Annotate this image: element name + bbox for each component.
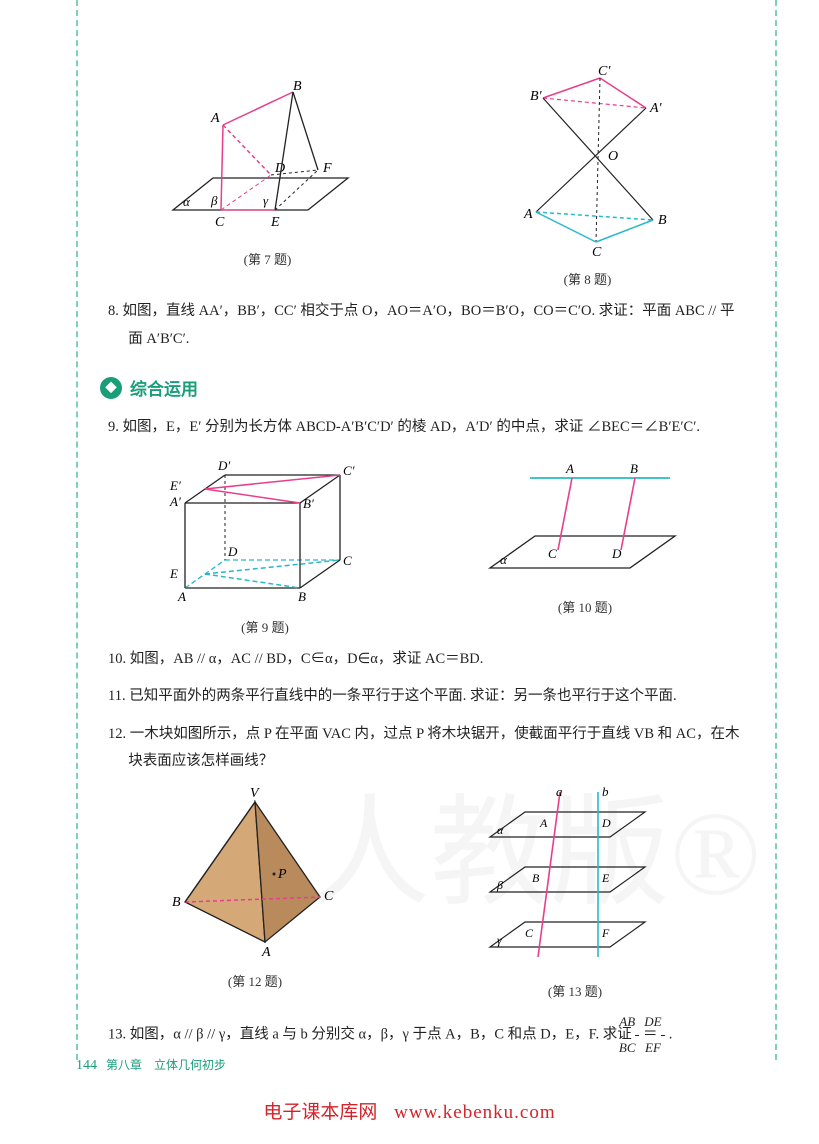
figure-9-svg: A B C D A′ B′ C′ D′ E E′ (140, 448, 390, 608)
page-border-left (76, 0, 78, 1060)
page-content: α C E D F β γ A B (100, 60, 740, 1066)
section-icon: ◆ (100, 377, 122, 399)
figure-8: C′ B′ A′ O A B C (第 8 题) (488, 60, 688, 288)
figure-7-svg: α C E D F β γ A B (153, 60, 383, 240)
svg-text:β: β (496, 878, 503, 892)
svg-text:α: α (500, 552, 508, 567)
chapter-title: 第八章 立体几何初步 (106, 1058, 226, 1072)
label-gamma: γ (263, 193, 269, 208)
svg-text:E′: E′ (169, 478, 181, 493)
section-header: ◆ 综合运用 (100, 375, 740, 400)
figure-12: V B C A P (第 12 题) (150, 782, 360, 1000)
svg-text:α: α (497, 823, 504, 837)
svg-text:C′: C′ (343, 463, 355, 478)
label-Cp: C′ (598, 64, 611, 79)
svg-text:E: E (601, 871, 610, 885)
label-E: E (270, 215, 280, 230)
svg-text:C: C (343, 553, 352, 568)
svg-text:F: F (601, 926, 610, 940)
problem-11: 11. 已知平面外的两条平行直线中的一条平行于这个平面. 求证：另一条也平行于这… (108, 683, 740, 711)
svg-text:D: D (611, 546, 622, 561)
svg-text:A: A (539, 816, 548, 830)
figure-7-caption: (第 7 题) (153, 249, 383, 268)
svg-text:A: A (261, 945, 271, 960)
svg-text:B′: B′ (303, 496, 314, 511)
problem-12: 12. 一木块如图所示，点 P 在平面 VAC 内，过点 P 将木块锯开，使截面… (108, 721, 740, 776)
figure-9: A B C D A′ B′ C′ D′ E E′ (第 9 题) (140, 448, 390, 636)
label-C: C (215, 215, 225, 230)
figure-row-top: α C E D F β γ A B (100, 60, 740, 288)
svg-text:A′: A′ (169, 494, 181, 509)
watermark-url: www.kebenku.com (394, 1102, 556, 1123)
figure-row-mid: A B C D A′ B′ C′ D′ E E′ (第 9 题) α C D (100, 448, 740, 636)
svg-text:C: C (548, 546, 557, 561)
svg-text:B: B (532, 871, 540, 885)
svg-text:B: B (630, 461, 638, 476)
svg-text:B: B (172, 895, 181, 910)
fraction-1: AB BC (635, 1010, 639, 1060)
label-F: F (322, 161, 332, 176)
svg-text:γ: γ (497, 933, 502, 947)
figure-7: α C E D F β γ A B (153, 60, 383, 288)
figure-13: α β γ a b A D B E C F (第 13 题) (460, 782, 690, 1000)
figure-13-svg: α β γ a b A D B E C F (460, 782, 690, 972)
figure-8-svg: C′ B′ A′ O A B C (488, 60, 688, 260)
problem-13-text: 13. 如图，α // β // γ，直线 a 与 b 分别交 α，β，γ 于点… (108, 1026, 632, 1042)
page-footer: 144 第八章 立体几何初步 (76, 1056, 226, 1074)
label-O: O (608, 149, 618, 164)
figure-10-svg: α C D A B (470, 448, 700, 588)
label-B: B (658, 213, 667, 228)
page-border-right (775, 0, 777, 1060)
label-beta: β (210, 193, 218, 208)
problem-13: 13. 如图，α // β // γ，直线 a 与 b 分别交 α，β，γ 于点… (108, 1010, 740, 1060)
svg-text:B: B (298, 589, 306, 604)
fraction-2: DE EF (661, 1010, 665, 1060)
page-number: 144 (76, 1058, 97, 1073)
svg-text:C: C (525, 926, 534, 940)
label-A: A (523, 207, 533, 222)
svg-text:V: V (250, 786, 260, 801)
figure-10: α C D A B (第 10 题) (470, 448, 700, 636)
label-C: C (592, 245, 602, 260)
watermark: 电子课本库网 www.kebenku.com (0, 1097, 819, 1124)
svg-text:D′: D′ (217, 458, 230, 473)
svg-text:C: C (324, 889, 334, 904)
section-title: 综合运用 (130, 375, 198, 400)
figure-9-caption: (第 9 题) (140, 617, 390, 636)
label-Bp: B′ (530, 89, 543, 104)
label-Ap: A′ (649, 101, 663, 116)
figure-8-caption: (第 8 题) (488, 269, 688, 288)
svg-text:b: b (602, 784, 609, 799)
watermark-site: 电子课本库网 (263, 1102, 377, 1123)
problem-9: 9. 如图，E，E′ 分别为长方体 ABCD-A′B′C′D′ 的棱 AD，A′… (108, 414, 740, 442)
figure-row-bottom: V B C A P (第 12 题) α β γ a (100, 782, 740, 1000)
svg-text:E: E (169, 566, 178, 581)
figure-12-caption: (第 12 题) (150, 971, 360, 990)
label-alpha: α (183, 194, 191, 209)
problem-10: 10. 如图，AB // α，AC // BD，C∈α，D∈α，求证 AC＝BD… (108, 646, 740, 674)
svg-text:A: A (565, 461, 574, 476)
figure-10-caption: (第 10 题) (470, 597, 700, 616)
svg-text:a: a (556, 784, 563, 799)
svg-text:D: D (227, 544, 238, 559)
svg-text:A: A (177, 589, 186, 604)
svg-text:P: P (277, 867, 287, 882)
figure-13-caption: (第 13 题) (460, 981, 690, 1000)
figure-12-svg: V B C A P (150, 782, 360, 962)
label-B: B (293, 79, 302, 94)
label-A: A (210, 111, 220, 126)
problem-8: 8. 如图，直线 AA′，BB′，CC′ 相交于点 O，AO＝A′O，BO＝B′… (108, 298, 740, 353)
svg-text:D: D (601, 816, 611, 830)
